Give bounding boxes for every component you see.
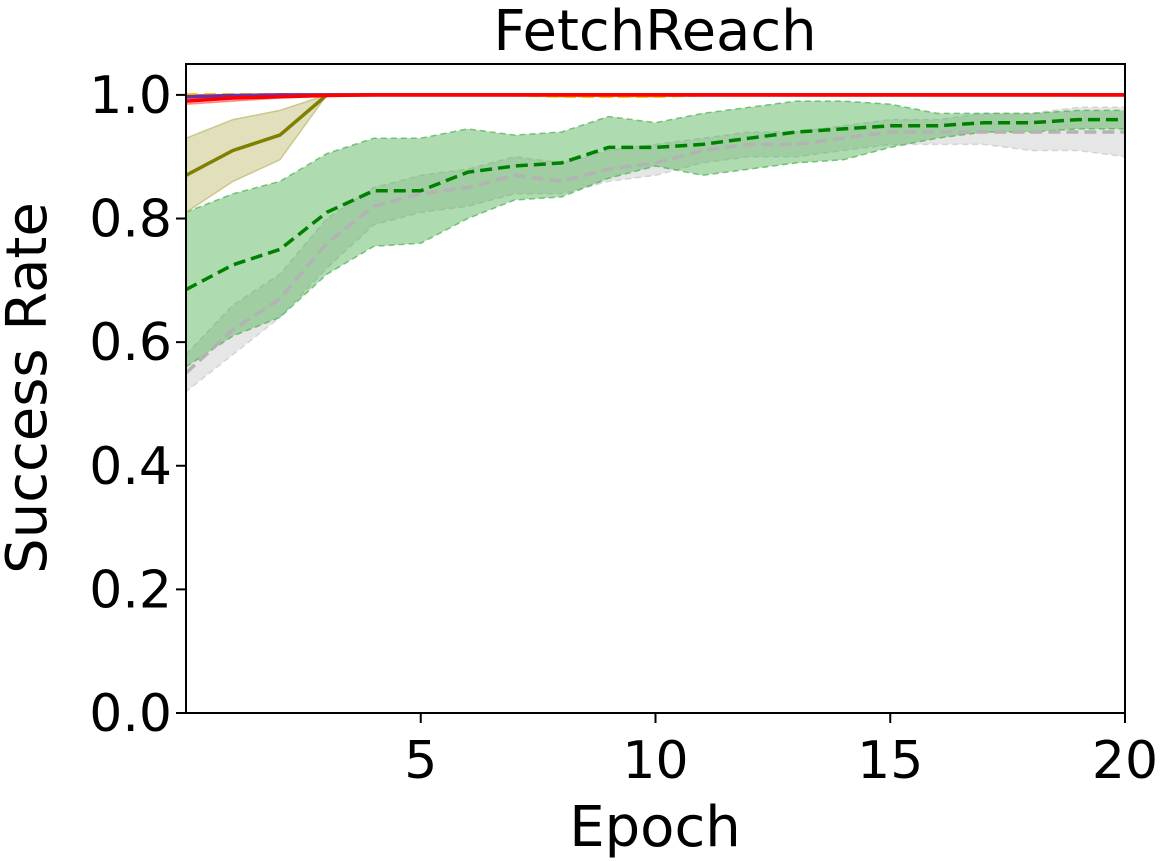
x-tick-label: 10: [622, 731, 688, 791]
x-axis-title: Epoch: [569, 795, 740, 860]
y-tick-label: 0.8: [89, 190, 172, 250]
x-tick-label: 15: [857, 731, 923, 791]
y-tick-label: 1.0: [89, 66, 172, 126]
y-tick-label: 0.2: [89, 560, 172, 620]
y-tick-label: 0.4: [89, 437, 172, 497]
series-0-line: [186, 130, 1125, 375]
y-axis-title: Success Rate: [0, 202, 60, 574]
series-5-line: [186, 93, 1125, 103]
y-tick-label: 0.0: [89, 684, 172, 744]
series-lines: [186, 93, 1125, 375]
chart-title: FetchReach: [493, 0, 816, 64]
series-0-band: [186, 106, 1125, 393]
x-tick-label: 20: [1092, 731, 1158, 791]
series-1-line: [186, 117, 1125, 292]
y-tick-label: 0.6: [89, 313, 172, 373]
series-1-band: [186, 100, 1125, 368]
x-tick-label: 5: [404, 731, 437, 791]
y-axis: 0.0 0.2 0.4 0.6 0.8 1.0: [89, 66, 186, 744]
x-axis: 5 10 15 20: [404, 713, 1158, 791]
confidence-bands: [186, 94, 1125, 393]
